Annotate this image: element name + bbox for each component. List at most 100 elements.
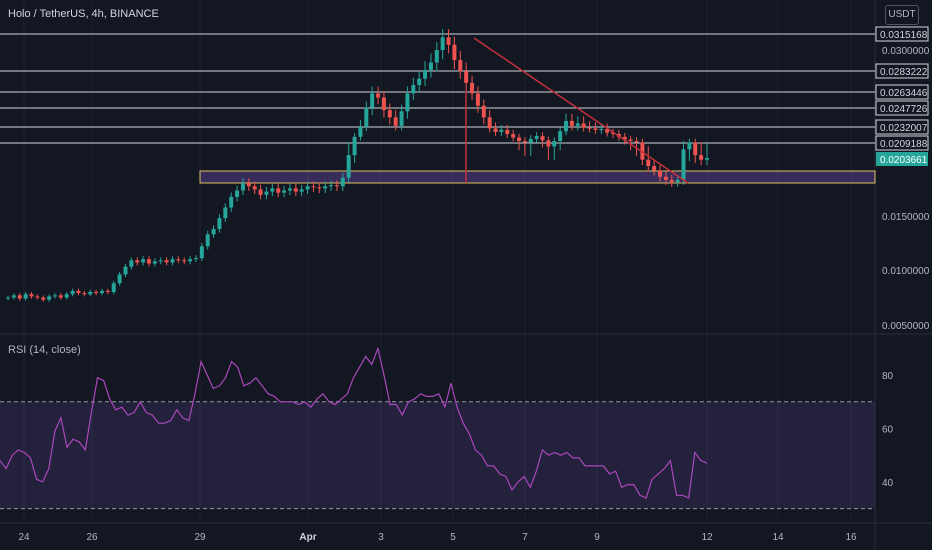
- candle: [117, 274, 122, 284]
- candle: [581, 123, 586, 128]
- candle: [434, 50, 439, 63]
- rsi-tick-label: 40: [882, 478, 894, 489]
- candle: [270, 188, 275, 192]
- time-tick-label: Apr: [299, 532, 316, 543]
- candle: [569, 120, 574, 126]
- candle: [188, 259, 193, 262]
- level-tag: [875, 63, 929, 79]
- candle: [658, 170, 663, 177]
- price-tick-label: 0.0100000: [882, 266, 930, 277]
- level-label: 0.0209188: [880, 139, 928, 150]
- candle: [99, 290, 104, 294]
- candle: [123, 266, 128, 275]
- candle: [675, 179, 680, 183]
- candle: [58, 295, 63, 298]
- time-tick-label: 3: [378, 532, 384, 543]
- candle: [458, 60, 463, 72]
- candle: [605, 129, 610, 133]
- candle: [111, 283, 116, 292]
- level-tag: [875, 100, 929, 116]
- candle: [387, 110, 392, 118]
- time-tick-label: 26: [86, 532, 98, 543]
- candle: [193, 258, 198, 260]
- candle: [358, 127, 363, 137]
- candle: [6, 297, 10, 299]
- candle: [264, 191, 269, 195]
- candle: [528, 138, 533, 143]
- candle: [35, 296, 40, 298]
- candle: [663, 176, 668, 180]
- rsi-line: [0, 346, 708, 499]
- candle: [252, 186, 257, 190]
- time-tick-label: 16: [845, 532, 857, 543]
- candle: [376, 93, 381, 98]
- candle: [652, 166, 657, 171]
- candle: [681, 149, 686, 180]
- candle: [669, 179, 674, 183]
- currency-button[interactable]: USDT: [885, 5, 919, 25]
- candle: [622, 136, 627, 140]
- time-tick-label: 5: [450, 532, 456, 543]
- last-price-tag: [876, 152, 928, 166]
- candle: [534, 136, 539, 139]
- candle: [634, 141, 639, 143]
- candle: [423, 70, 428, 79]
- rsi-tick-label: 60: [882, 425, 894, 436]
- candle: [493, 128, 498, 132]
- candle: [317, 187, 322, 189]
- candle: [687, 142, 692, 150]
- candle: [64, 294, 69, 298]
- candle: [182, 260, 187, 262]
- candle: [258, 189, 263, 195]
- candle: [481, 105, 486, 118]
- candle: [511, 134, 516, 138]
- support-zone: [199, 170, 876, 184]
- candle: [587, 127, 592, 129]
- time-tick-label: 14: [772, 532, 784, 543]
- candle: [393, 117, 398, 126]
- candle: [334, 185, 339, 187]
- candle: [141, 259, 146, 263]
- last-price-label: 0.0203661: [880, 155, 928, 166]
- candle: [475, 93, 480, 106]
- candle: [146, 259, 151, 264]
- candle: [223, 207, 228, 219]
- candle: [176, 259, 181, 261]
- candle: [11, 295, 16, 298]
- candle: [446, 37, 451, 45]
- price-tick-label: 0.0150000: [882, 212, 930, 223]
- candle: [70, 290, 75, 295]
- candle: [558, 131, 563, 142]
- candle: [364, 107, 369, 128]
- candle: [705, 158, 709, 160]
- candle: [282, 190, 287, 193]
- candle: [411, 85, 416, 94]
- candle: [229, 196, 234, 208]
- candle: [305, 186, 310, 190]
- trend-line: [473, 37, 689, 184]
- candle: [628, 139, 633, 142]
- candle: [440, 37, 445, 50]
- rsi-panel: [0, 346, 875, 510]
- candle: [246, 183, 251, 187]
- candle: [135, 260, 140, 263]
- candle: [211, 228, 216, 235]
- candle: [405, 93, 410, 112]
- time-tick-label: 7: [522, 532, 528, 543]
- price-axis: 0.0300000 0.0150000 0.0100000 0.0050000 0.03…: [875, 26, 930, 489]
- candle: [276, 188, 281, 193]
- candle: [217, 218, 222, 229]
- candle: [499, 129, 504, 132]
- candle: [164, 260, 169, 263]
- candle: [82, 293, 87, 295]
- candle: [470, 82, 475, 94]
- candle: [199, 246, 204, 259]
- candle: [564, 120, 569, 132]
- candle: [205, 234, 210, 247]
- candle: [235, 190, 240, 197]
- candle: [417, 78, 422, 86]
- candle: [505, 129, 510, 135]
- support-zone-rect: [199, 170, 876, 184]
